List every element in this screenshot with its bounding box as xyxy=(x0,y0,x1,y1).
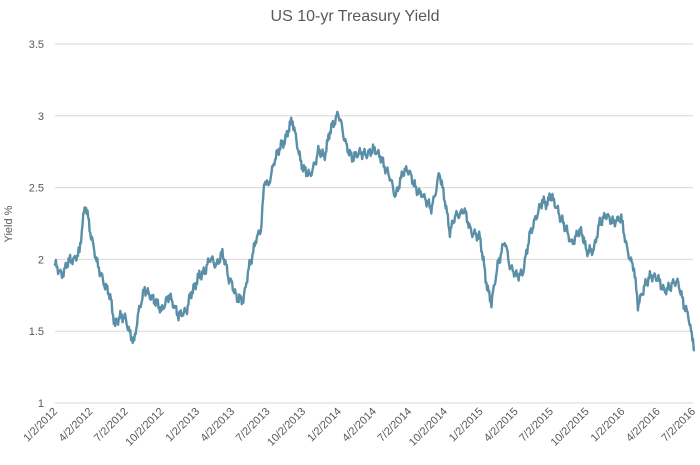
x-tick-label: 10/2/2013 xyxy=(265,406,308,449)
chart-title: US 10-yr Treasury Yield xyxy=(271,8,440,25)
x-tick-label: 10/2/2012 xyxy=(123,406,166,449)
y-axis-ticks: 1 1.5 2 2.5 3 3.5 xyxy=(29,39,44,410)
x-tick-label: 4/2/2015 xyxy=(482,406,521,445)
series-layer xyxy=(53,110,696,352)
y-tick-label: 3 xyxy=(38,111,44,123)
x-axis-ticks: 1/2/20124/2/20127/2/201210/2/20121/2/201… xyxy=(21,406,698,449)
x-tick-label: 1/2/2015 xyxy=(447,406,486,445)
x-tick-label: 4/2/2012 xyxy=(57,406,96,445)
x-tick-label: 1/2/2014 xyxy=(305,406,344,445)
y-tick-label: 1.5 xyxy=(29,326,44,338)
y-axis-label: Yield % xyxy=(3,205,15,242)
y-tick-label: 1 xyxy=(38,398,44,410)
series-line xyxy=(53,110,696,352)
x-tick-label: 1/2/2012 xyxy=(21,406,60,445)
x-tick-label: 4/2/2016 xyxy=(624,406,663,445)
x-tick-label: 1/2/2013 xyxy=(163,406,202,445)
gridlines xyxy=(55,43,693,404)
x-tick-label: 4/2/2013 xyxy=(198,406,237,445)
y-tick-label: 3.5 xyxy=(29,39,44,51)
x-tick-label: 1/2/2016 xyxy=(589,406,628,445)
x-tick-label: 4/2/2014 xyxy=(340,406,379,445)
y-tick-label: 2 xyxy=(38,254,44,266)
x-tick-label: 10/2/2015 xyxy=(549,406,592,449)
x-tick-label: 10/2/2014 xyxy=(407,406,450,449)
y-tick-label: 2.5 xyxy=(29,183,44,195)
x-tick-label: 7/2/2016 xyxy=(659,406,698,445)
